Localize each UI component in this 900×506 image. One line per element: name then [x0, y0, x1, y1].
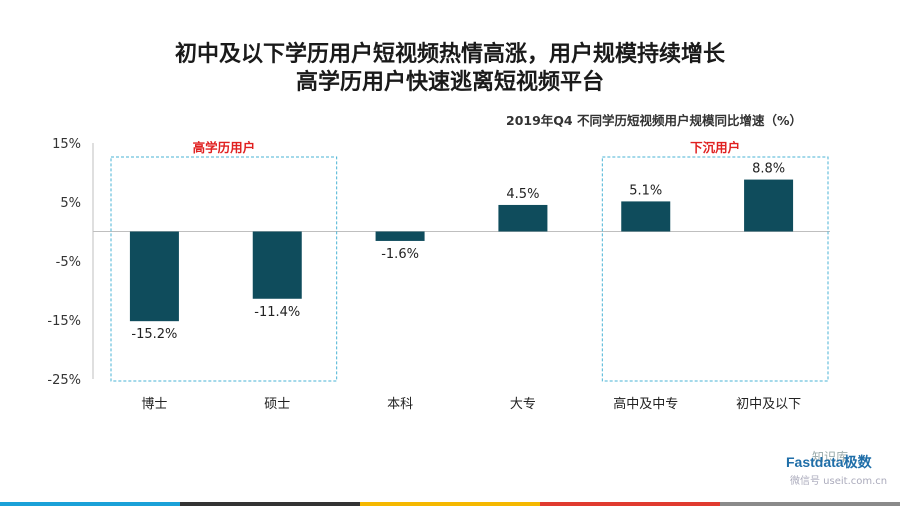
bar [129, 231, 179, 322]
wechat-account-name: 知识库 [812, 450, 849, 464]
high-education-group-box [110, 156, 338, 382]
lower-tier-group-box [601, 156, 829, 382]
bar [744, 179, 794, 232]
data-label: 8.8% [752, 162, 785, 177]
footer-bar-segment [0, 502, 180, 506]
footer-bar-segment [360, 502, 540, 506]
bar [621, 201, 671, 232]
x-tick-label: 硕士 [264, 397, 290, 412]
high-education-group-label: 高学历用户 [193, 140, 256, 155]
data-label: 5.1% [629, 183, 662, 198]
bar [375, 231, 425, 241]
chart-subtitle: 2019年Q4 不同学历短视频用户规模同比增速（%） [506, 113, 802, 128]
y-tick-label: -15% [47, 314, 81, 329]
y-tick-label: -5% [56, 255, 81, 270]
x-tick-label: 初中及以下 [736, 397, 801, 412]
x-tick-label: 博士 [141, 397, 167, 412]
data-label: -15.2% [131, 327, 177, 342]
data-label: 4.5% [506, 187, 539, 202]
wechat-id: 微信号 useit.com.cn [790, 476, 888, 487]
y-tick-label: -25% [47, 373, 81, 388]
chart-title-line-1: 初中及以下学历用户短视频热情高涨，用户规模持续增长 [174, 42, 725, 67]
x-tick-label: 高中及中专 [613, 396, 678, 412]
x-tick-label: 本科 [387, 397, 413, 412]
brand-logo-text: Fastdata极数 [786, 454, 872, 470]
group-boxes: 高学历用户 下沉用户 [110, 140, 829, 382]
y-tick-label: 5% [60, 196, 81, 211]
data-label: -11.4% [254, 305, 300, 320]
footer-bar-segment [540, 502, 720, 506]
y-tick-label: 15% [52, 137, 81, 152]
data-label: -1.6% [381, 247, 419, 262]
bars: -15.2% 博士 -11.4% 硕士 -1.6% 本科 4.5% 大专 5.1% 高中及中专 8.… [129, 162, 801, 412]
axes: 15% 5% -5% -15% -25% [47, 137, 830, 388]
footer-bar-segment [720, 502, 900, 506]
bar [498, 204, 548, 232]
x-tick-label: 大专 [510, 397, 536, 412]
chart-title-line-2: 高学历用户快速逃离短视频平台 [295, 70, 604, 95]
footer-bar-segment [180, 502, 360, 506]
bar [252, 231, 302, 299]
lower-tier-group-label: 下沉用户 [690, 140, 740, 155]
